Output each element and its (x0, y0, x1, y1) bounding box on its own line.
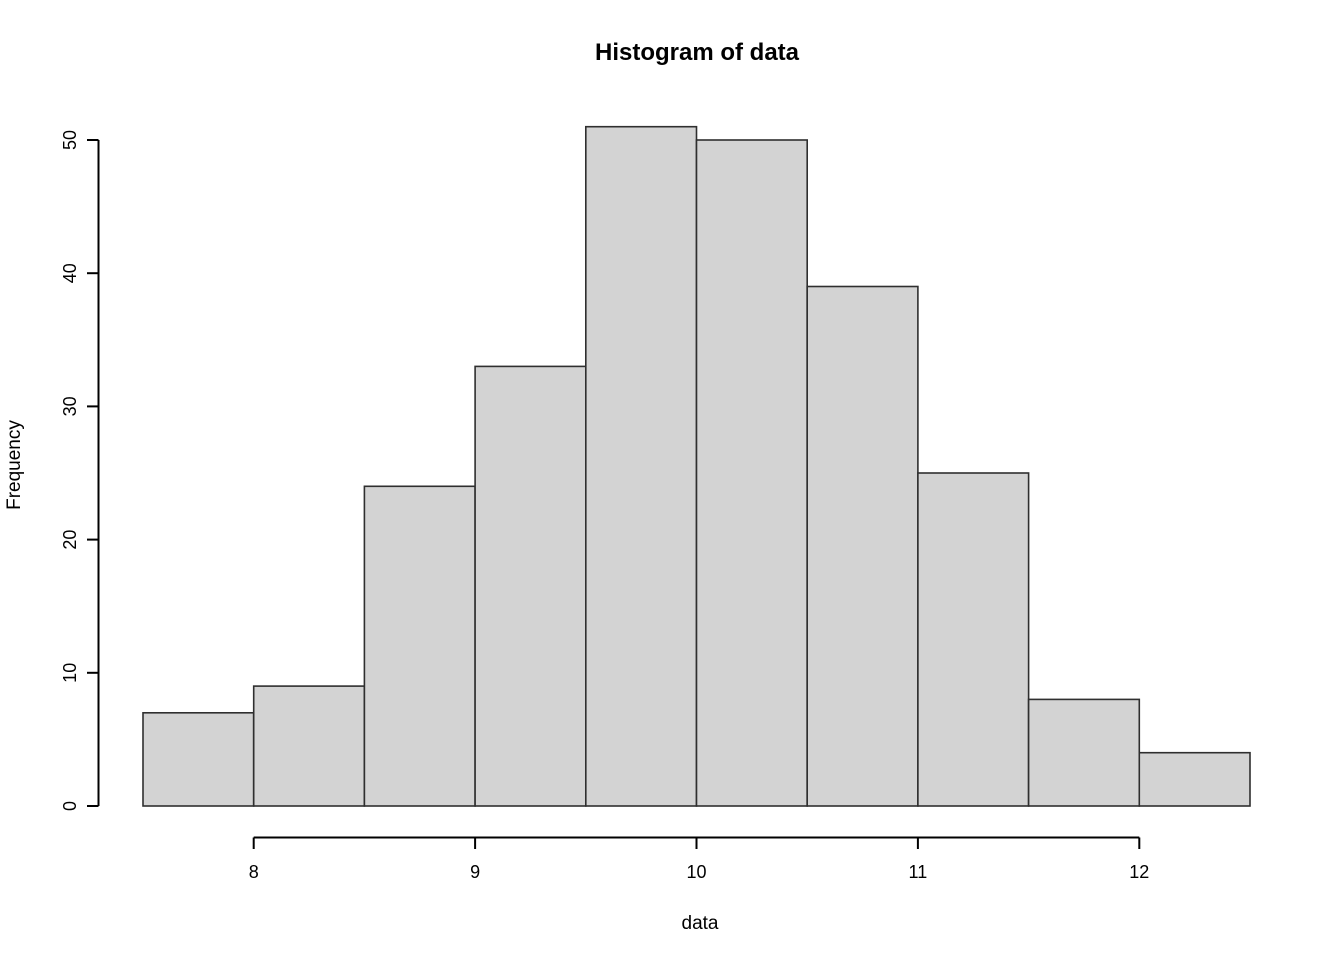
histogram-bar (1027, 698, 1141, 807)
y-axis: 0 10 20 30 40 50 (60, 130, 100, 811)
histogram-bar (363, 485, 476, 807)
histogram-bar (474, 365, 587, 807)
x-tick-label: 12 (1129, 862, 1149, 882)
x-tick-label: 9 (470, 862, 480, 882)
histogram-bar (252, 685, 366, 807)
y-tick-label: 40 (60, 263, 80, 283)
histogram-bar (1138, 751, 1251, 807)
y-axis-label: Frequency (4, 420, 25, 510)
y-tick-label: 0 (60, 801, 80, 811)
histogram-bar (917, 472, 1030, 807)
y-tick-label: 20 (60, 530, 80, 550)
histogram-bar (695, 139, 808, 807)
bars-group (142, 125, 1251, 807)
y-tick-label: 50 (60, 130, 80, 150)
histogram-bar (142, 711, 255, 807)
x-tick-label: 11 (909, 862, 928, 882)
x-tick-label: 8 (249, 862, 259, 882)
y-tick-label: 30 (60, 396, 80, 416)
x-tick-label: 10 (686, 862, 706, 882)
x-axis: 8 9 10 11 12 (249, 836, 1149, 882)
chart-title: Histogram of data (595, 39, 800, 66)
histogram-bar (584, 125, 698, 807)
y-tick-label: 10 (60, 663, 80, 683)
x-axis-label: data (682, 913, 719, 934)
histogram-bar (806, 285, 919, 807)
